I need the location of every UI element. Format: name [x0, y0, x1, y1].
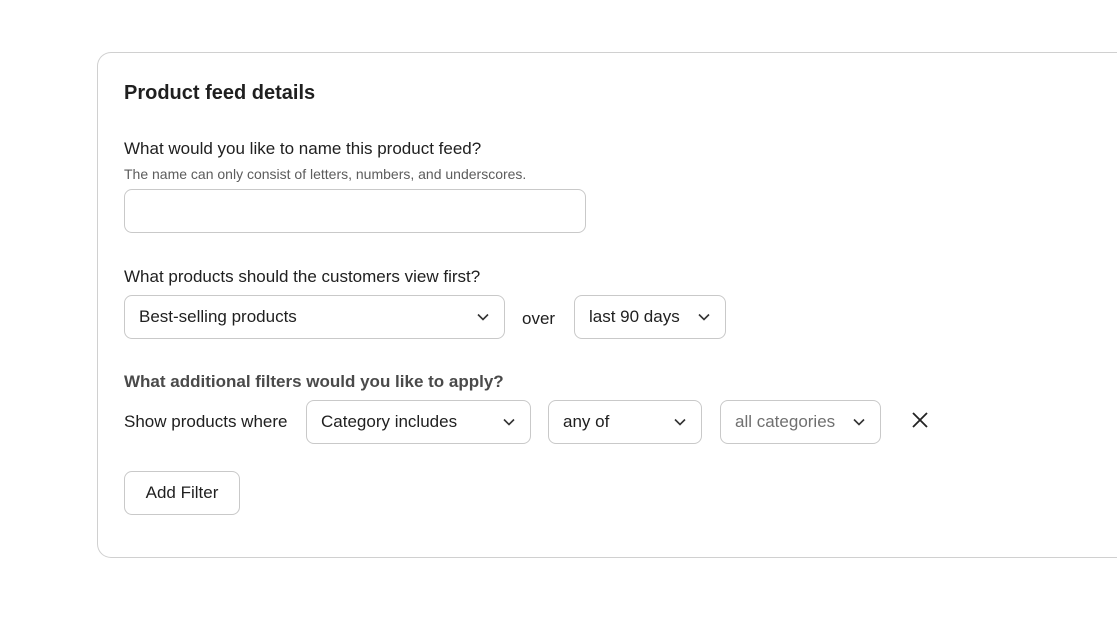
feed-name-input[interactable] [124, 189, 586, 233]
over-label: over [522, 309, 556, 328]
filter-operator-select[interactable]: any of [548, 400, 702, 444]
remove-filter-button[interactable] [908, 410, 932, 434]
chevron-down-icon [502, 415, 516, 429]
chevron-down-icon [852, 415, 866, 429]
order-select-value: Best-selling products [139, 307, 297, 326]
close-icon [911, 411, 929, 434]
order-select[interactable]: Best-selling products [124, 295, 505, 339]
add-filter-button[interactable]: Add Filter [124, 471, 240, 515]
filter-value-placeholder: all categories [735, 412, 836, 431]
period-select[interactable]: last 90 days [574, 295, 726, 339]
filter-field-select[interactable]: Category includes [306, 400, 531, 444]
name-help-text: The name can only consist of letters, nu… [124, 166, 527, 182]
filter-field-value: Category includes [321, 412, 458, 431]
product-feed-card [97, 52, 1117, 558]
chevron-down-icon [673, 415, 687, 429]
filters-question: What additional filters would you like t… [124, 372, 504, 391]
chevron-down-icon [476, 310, 490, 324]
period-select-value: last 90 days [589, 307, 680, 326]
order-question: What products should the customers view … [124, 267, 481, 286]
filter-value-select[interactable]: all categories [720, 400, 881, 444]
filter-operator-value: any of [563, 412, 610, 431]
chevron-down-icon [697, 310, 711, 324]
name-question: What would you like to name this product… [124, 139, 482, 158]
card-title: Product feed details [124, 82, 316, 104]
filter-prefix: Show products where [124, 412, 288, 431]
